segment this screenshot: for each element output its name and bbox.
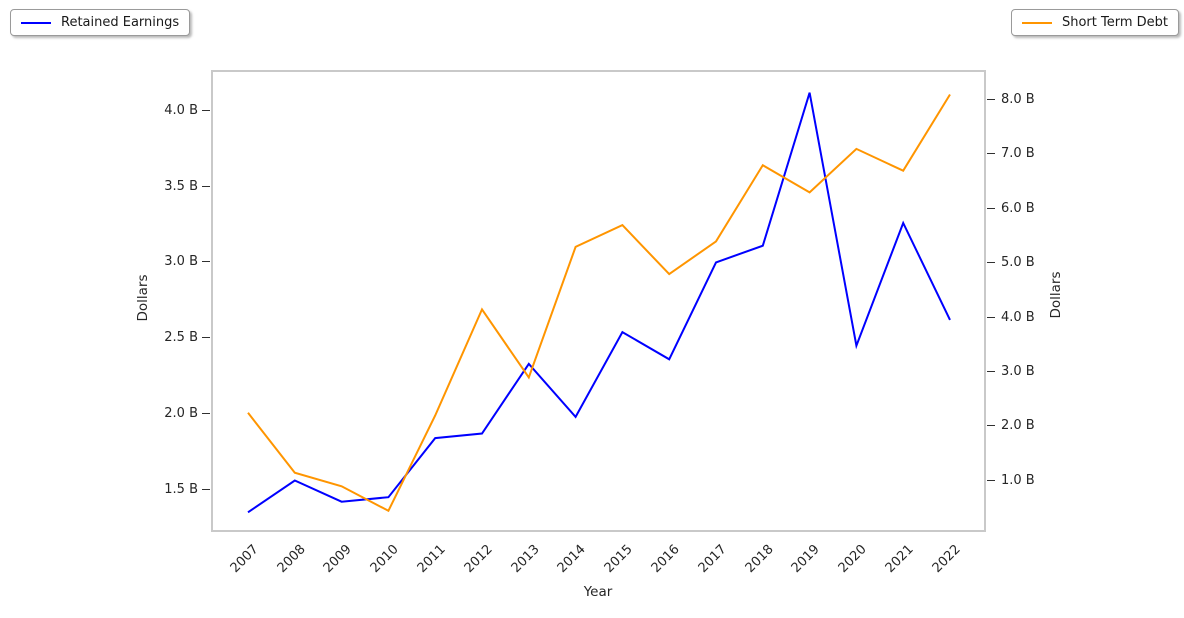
x-tick-label: 2010 bbox=[367, 542, 402, 577]
y-left-tick-label: 2.5 B bbox=[164, 330, 198, 346]
x-tick-label: 2016 bbox=[648, 542, 683, 577]
y-left-tick-mark bbox=[202, 337, 210, 339]
y-left-tick-label: 3.5 B bbox=[164, 178, 198, 194]
y-left-tick-mark bbox=[202, 412, 210, 414]
y-right-tick-mark bbox=[987, 98, 995, 100]
x-tick-label: 2007 bbox=[227, 542, 262, 577]
x-tick-label: 2009 bbox=[321, 542, 356, 577]
legend-label-retained-earnings: Retained Earnings bbox=[61, 15, 180, 30]
y-right-tick-label: 5.0 B bbox=[1001, 255, 1035, 271]
x-tick-label: 2011 bbox=[414, 542, 449, 577]
x-tick-label: 2013 bbox=[508, 542, 543, 577]
y-right-tick-label: 8.0 B bbox=[1001, 91, 1035, 107]
x-tick-label: 2019 bbox=[789, 542, 824, 577]
y-axis-label-right: Dollars bbox=[1048, 271, 1064, 319]
y-left-tick-mark bbox=[202, 261, 210, 263]
y-axis-label-left: Dollars bbox=[135, 274, 151, 322]
y-left-tick-mark bbox=[202, 185, 210, 187]
y-right-tick-mark bbox=[987, 153, 995, 155]
y-left-tick-label: 1.5 B bbox=[164, 481, 198, 497]
y-right-tick-label: 1.0 B bbox=[1001, 472, 1035, 488]
x-tick-label: 2022 bbox=[929, 542, 964, 577]
y-left-tick-mark bbox=[202, 488, 210, 490]
y-left-tick-mark bbox=[202, 109, 210, 111]
legend-short-term-debt: Short Term Debt bbox=[1010, 9, 1179, 36]
x-tick-label: 2014 bbox=[555, 542, 590, 577]
y-left-tick-label: 2.0 B bbox=[164, 405, 198, 421]
x-tick-label: 2012 bbox=[461, 542, 496, 577]
y-right-tick-mark bbox=[987, 479, 995, 481]
plot-area bbox=[211, 70, 986, 532]
x-tick-label: 2021 bbox=[882, 542, 917, 577]
y-right-tick-label: 3.0 B bbox=[1001, 364, 1035, 379]
short-term-debt-legend-line bbox=[1021, 21, 1052, 24]
y-right-tick-mark bbox=[987, 262, 995, 264]
y-right-tick-mark bbox=[987, 425, 995, 427]
x-tick-label: 2008 bbox=[274, 542, 309, 577]
x-axis-label: Year bbox=[583, 584, 613, 600]
retained-earnings-legend-line bbox=[21, 21, 51, 24]
y-right-tick-mark bbox=[987, 371, 995, 372]
y-right-tick-mark bbox=[987, 316, 995, 318]
y-left-tick-label: 3.0 B bbox=[164, 254, 198, 270]
y-right-tick-label: 7.0 B bbox=[1001, 146, 1035, 162]
y-right-tick-mark bbox=[987, 207, 995, 209]
x-tick-label: 2018 bbox=[742, 542, 777, 577]
legend-label-short-term-debt: Short Term Debt bbox=[1061, 15, 1168, 30]
legend-retained-earnings: Retained Earnings bbox=[10, 9, 191, 36]
x-tick-label: 2020 bbox=[835, 542, 870, 577]
y-right-tick-label: 4.0 B bbox=[1001, 309, 1035, 325]
y-left-tick-label: 4.0 B bbox=[164, 102, 198, 118]
x-tick-label: 2015 bbox=[601, 542, 636, 577]
y-right-tick-label: 6.0 B bbox=[1001, 200, 1035, 216]
y-right-tick-label: 2.0 B bbox=[1001, 418, 1035, 434]
x-tick-label: 2017 bbox=[695, 542, 730, 577]
